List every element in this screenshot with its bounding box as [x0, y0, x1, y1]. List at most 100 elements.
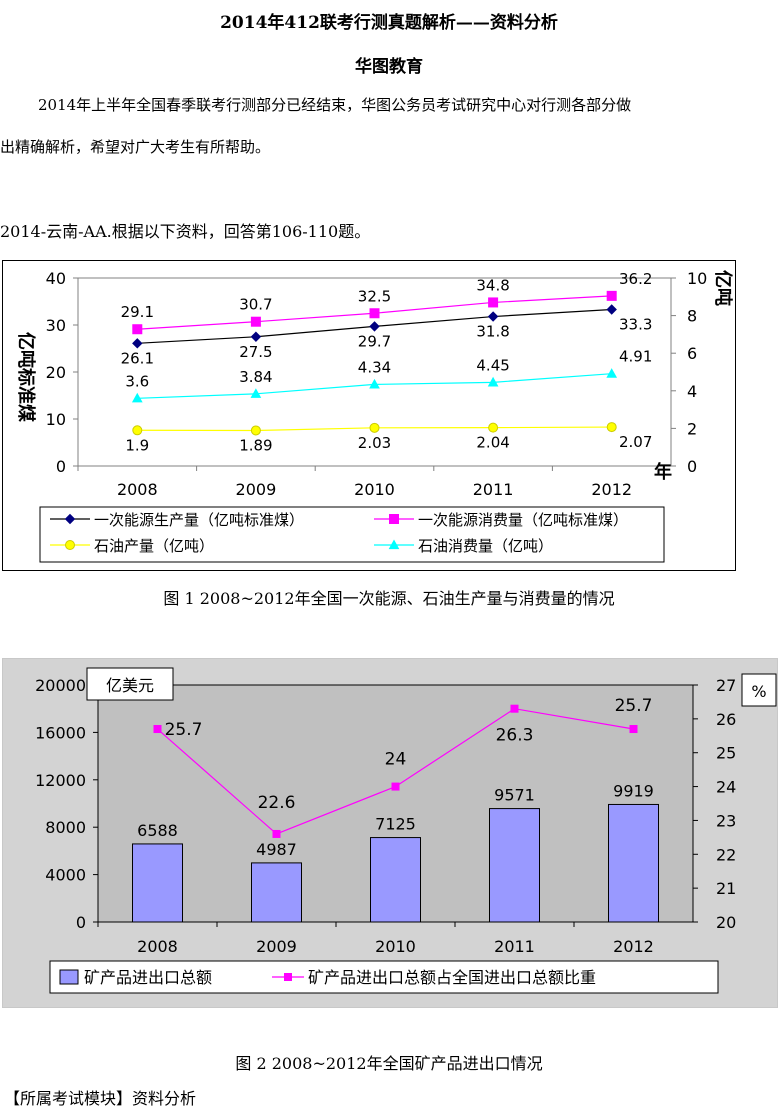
- data-point: [606, 422, 617, 433]
- legend-bar-swatch: [59, 969, 79, 985]
- data-label: 29.1: [121, 303, 154, 321]
- y-left-tick-label: 20: [46, 363, 66, 382]
- data-label: 2.04: [476, 434, 509, 452]
- data-point: [250, 316, 261, 327]
- bar: [370, 837, 421, 923]
- bar-value-label: 9919: [613, 781, 654, 800]
- data-label: 36.2: [619, 270, 652, 288]
- y-right-tick-label: 6: [687, 344, 697, 363]
- y-right-tick-label: 8: [687, 307, 697, 326]
- data-label: 3.6: [125, 372, 149, 390]
- x-tick-label: 2009: [256, 937, 297, 956]
- y-right-tick-label: 26: [716, 710, 736, 729]
- figure-1-chart: 0 10 20 30 40 0 2 4 6 8 10 2008 2009 2010 2011 2012 2…: [2, 260, 736, 571]
- y-right-tick-label: 10: [687, 269, 707, 288]
- y-right-tick-label: 27: [716, 676, 736, 695]
- data-point: [250, 425, 261, 436]
- chart1-x-axis: 2008 2009 2010 2011 2012: [77, 466, 632, 499]
- y-left-tick-label: 12000: [35, 771, 86, 790]
- chart1-legend-items: 一次能源生产量（亿吨标准煤） 一次能源消费量（亿吨标准煤） 石油产量（亿吨） 石油消费…: [50, 511, 628, 555]
- data-label: 32.5: [358, 287, 391, 305]
- y-left-tick-label: 0: [56, 457, 66, 476]
- legend-label: 石油产量（亿吨）: [94, 537, 214, 555]
- chart1-y-right-axis: 0 2 4 6 8 10: [671, 269, 707, 476]
- data-point: [132, 324, 143, 335]
- line-value-label: 25.7: [165, 720, 203, 740]
- intro-paragraph: 2014年上半年全国春季联考行测部分已经结束，华图公务员考试研究中心对行测各部分…: [0, 84, 778, 168]
- y-right-tick-label: 23: [716, 811, 736, 830]
- figure-2-caption: 图 2 2008~2012年全国矿产品进出口情况: [235, 1054, 543, 1073]
- chart1-legend: [39, 506, 665, 563]
- legend-swatch-marker: [389, 514, 399, 524]
- intro-line-1: 2014年上半年全国春季联考行测部分已经结束，华图公务员考试研究中心对行测各部分…: [38, 96, 632, 114]
- data-point: [369, 378, 380, 389]
- line-value-label: 25.7: [615, 696, 653, 716]
- data-label: 29.7: [358, 332, 391, 350]
- chart2-y-right-title: %: [751, 682, 766, 701]
- bar-value-label: 9571: [494, 786, 535, 805]
- data-point: [606, 304, 617, 315]
- line-value-label: 22.6: [258, 793, 296, 813]
- data-label: 4.91: [619, 348, 652, 366]
- legend-swatch-marker: [65, 540, 75, 550]
- bar: [608, 803, 659, 923]
- data-point: [487, 376, 499, 387]
- y-right-tick-label: 0: [687, 457, 697, 476]
- y-right-tick-label: 4: [687, 382, 697, 401]
- data-label: 1.9: [125, 436, 149, 454]
- data-point: [488, 297, 499, 308]
- y-right-tick-label: 20: [716, 913, 736, 932]
- data-label: 3.84: [239, 368, 272, 386]
- data-point: [250, 331, 262, 342]
- data-point: [132, 425, 143, 436]
- data-label: 4.45: [476, 356, 509, 374]
- data-label: 34.8: [476, 276, 509, 294]
- line-point: [272, 829, 281, 838]
- exam-module: 【所属考试模块】资料分析: [4, 1089, 197, 1108]
- legend-line-marker: [284, 973, 292, 981]
- y-left-tick-label: 8000: [45, 818, 86, 837]
- y-left-tick-label: 0: [76, 913, 86, 932]
- chart2-line-series: 25.7 22.6 24 26.3 25.7: [153, 696, 653, 838]
- document-title: 2014年412联考行测真题解析——资料分析: [220, 13, 558, 33]
- data-point: [131, 392, 143, 403]
- chart2-y-left-title-box: [86, 667, 174, 701]
- line-value-label: 26.3: [496, 726, 534, 746]
- x-tick-label: 2012: [591, 480, 632, 499]
- y-left-tick-label: 40: [46, 269, 66, 288]
- bar: [132, 843, 183, 923]
- chart1-y-left-axis: 0 10 20 30 40: [46, 269, 78, 476]
- data-point: [369, 321, 380, 332]
- chart2-bar-series: 6588 4987 7125 9571 9919: [132, 781, 659, 923]
- data-label: 26.1: [121, 349, 154, 367]
- data-point: [606, 368, 618, 378]
- y-right-tick-label: 24: [716, 778, 736, 797]
- legend-label: 一次能源消费量（亿吨标准煤）: [418, 511, 628, 529]
- bar: [251, 862, 302, 923]
- chart2-x-axis: 2008 2009 2010 2011 2012: [97, 922, 654, 956]
- line-point: [391, 782, 400, 791]
- y-right-tick-label: 25: [716, 744, 736, 763]
- chart1-y-right-title: 亿吨: [712, 270, 734, 306]
- data-label: 2.03: [358, 434, 391, 452]
- data-label: 27.5: [239, 343, 272, 361]
- chart1-x-unit: 年: [654, 461, 672, 483]
- bar: [489, 808, 540, 923]
- data-point: [606, 290, 617, 301]
- data-label: 1.89: [239, 436, 272, 454]
- figure-1-caption: 图 1 2008~2012年全国一次能源、石油生产量与消费量的情况: [163, 589, 615, 608]
- question-reference: 2014-云南-AA.根据以下资料，回答第106-110题。: [0, 222, 371, 241]
- chart2-y-right-title-box: [741, 673, 777, 707]
- y-right-tick-label: 2: [687, 419, 697, 438]
- chart2-y-left-axis: 0 4000 8000 12000 16000 20000: [35, 676, 98, 932]
- legend-label: 一次能源生产量（亿吨标准煤）: [94, 511, 304, 529]
- legend-label: 石油消费量（亿吨）: [418, 537, 553, 555]
- data-label: 33.3: [619, 315, 652, 333]
- y-left-tick-label: 20000: [35, 676, 86, 695]
- y-right-tick-label: 21: [716, 879, 736, 898]
- x-tick-label: 2010: [354, 480, 395, 499]
- chart2-legend: [49, 960, 719, 994]
- legend-label: 矿产品进出口总额占全国进出口总额比重: [308, 968, 596, 987]
- y-left-tick-label: 16000: [35, 723, 86, 742]
